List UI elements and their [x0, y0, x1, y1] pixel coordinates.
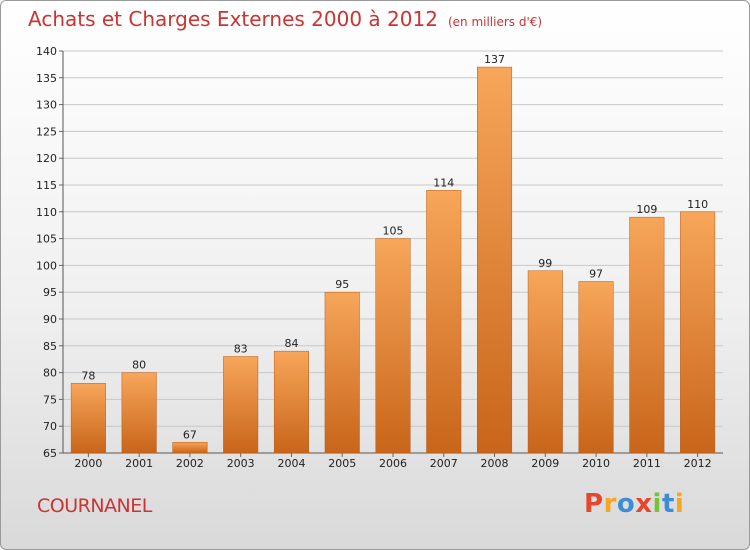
y-tick-label: 115 — [36, 179, 57, 192]
x-tick-label-2007: 2007 — [430, 457, 458, 470]
x-tick-label-2000: 2000 — [74, 457, 102, 470]
y-tick-label: 125 — [36, 125, 57, 138]
bar-2001 — [121, 372, 157, 454]
value-label-2006: 105 — [383, 225, 404, 238]
logo-letter: r — [603, 489, 617, 519]
proxiti-logo[interactable]: Proxiti — [584, 489, 684, 519]
bars — [70, 66, 716, 454]
bar-2008 — [477, 66, 513, 454]
bar-2011 — [629, 216, 665, 454]
bar-2003 — [223, 356, 259, 454]
y-tick-label: 105 — [36, 233, 57, 246]
y-tick-label: 140 — [36, 45, 57, 58]
logo-letter: x — [635, 489, 653, 519]
logo-letter: t — [661, 489, 675, 519]
value-label-2008: 137 — [484, 53, 505, 66]
logo-letter: i — [674, 489, 685, 519]
value-label-2002: 67 — [183, 428, 197, 441]
value-label-2009: 99 — [538, 257, 552, 270]
y-tick-label: 90 — [43, 313, 57, 326]
chart-subtitle: (en milliers d'€) — [447, 15, 543, 29]
logo-letter: o — [616, 489, 636, 519]
y-tick-label: 135 — [36, 72, 57, 85]
labels: 78 2000 80 2001 67 2002 83 2003 84 2004 95 2005 105 2… — [74, 53, 711, 470]
y-tick-label: 70 — [43, 420, 57, 433]
bar-2010 — [578, 281, 614, 454]
value-label-2000: 78 — [81, 369, 95, 382]
bar-2004 — [273, 350, 309, 454]
value-label-2012: 110 — [687, 198, 708, 211]
chart-title-text: Achats et Charges Externes 2000 à 2012 — [28, 7, 438, 31]
x-tick-label-2011: 2011 — [633, 457, 661, 470]
y-tick-label: 95 — [43, 286, 57, 299]
x-tick-label-2004: 2004 — [277, 457, 305, 470]
x-tick-label-2002: 2002 — [176, 457, 204, 470]
value-label-2007: 114 — [433, 176, 454, 189]
bar-2006 — [375, 238, 411, 454]
y-tick-label: 75 — [43, 393, 57, 406]
y-tick-label: 110 — [36, 206, 57, 219]
bar-2002 — [172, 442, 208, 454]
logo-letter: i — [652, 489, 662, 519]
value-label-2003: 83 — [234, 343, 248, 356]
x-tick-label-2008: 2008 — [481, 457, 509, 470]
chart-title: Achats et Charges Externes 2000 à 2012 (e… — [28, 7, 542, 31]
value-label-2001: 80 — [132, 359, 146, 372]
y-tick-label: 130 — [36, 99, 57, 112]
value-label-2011: 109 — [636, 203, 657, 216]
bar-2000 — [70, 383, 106, 454]
value-label-2010: 97 — [589, 267, 603, 280]
bar-2009 — [527, 270, 563, 454]
value-label-2005: 95 — [335, 278, 349, 291]
x-tick-label-2010: 2010 — [582, 457, 610, 470]
y-tick-label: 100 — [36, 259, 57, 272]
city-name: COURNANEL — [37, 495, 152, 517]
x-tick-label-2005: 2005 — [328, 457, 356, 470]
x-tick-label-2012: 2012 — [684, 457, 712, 470]
x-tick-label-2003: 2003 — [227, 457, 255, 470]
x-tick-label-2001: 2001 — [125, 457, 153, 470]
x-tick-label-2006: 2006 — [379, 457, 407, 470]
y-tick-label: 85 — [43, 340, 57, 353]
bar-2007 — [426, 190, 462, 454]
bar-2005 — [324, 291, 360, 454]
x-tick-label-2009: 2009 — [531, 457, 559, 470]
y-tick-label: 80 — [43, 367, 57, 380]
y-tick-label: 120 — [36, 152, 57, 165]
value-label-2004: 84 — [284, 337, 298, 350]
logo-letter: P — [584, 489, 604, 519]
y-tick-label: 65 — [43, 447, 57, 460]
bar-2012 — [680, 211, 716, 454]
